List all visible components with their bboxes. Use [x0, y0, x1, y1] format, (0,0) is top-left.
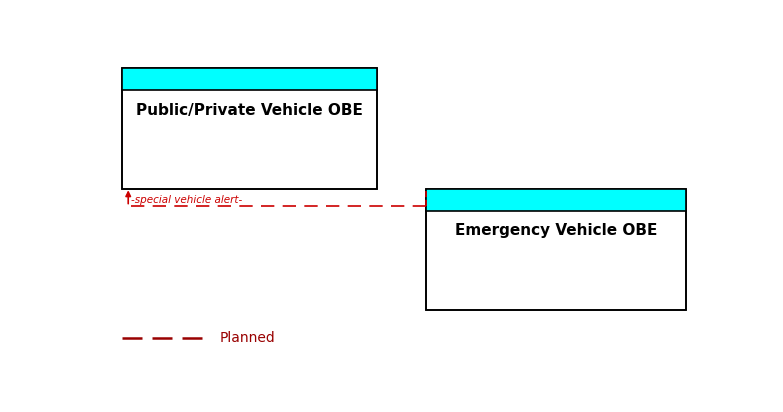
Text: Emergency Vehicle OBE: Emergency Vehicle OBE: [455, 223, 657, 239]
Bar: [122, 68, 377, 90]
Text: -special vehicle alert-: -special vehicle alert-: [132, 195, 243, 205]
Bar: [122, 68, 377, 189]
Bar: [426, 189, 687, 211]
Text: Public/Private Vehicle OBE: Public/Private Vehicle OBE: [136, 103, 363, 118]
Text: Planned: Planned: [219, 331, 275, 345]
Bar: [426, 189, 687, 309]
Bar: [426, 189, 687, 309]
Bar: [122, 68, 377, 189]
